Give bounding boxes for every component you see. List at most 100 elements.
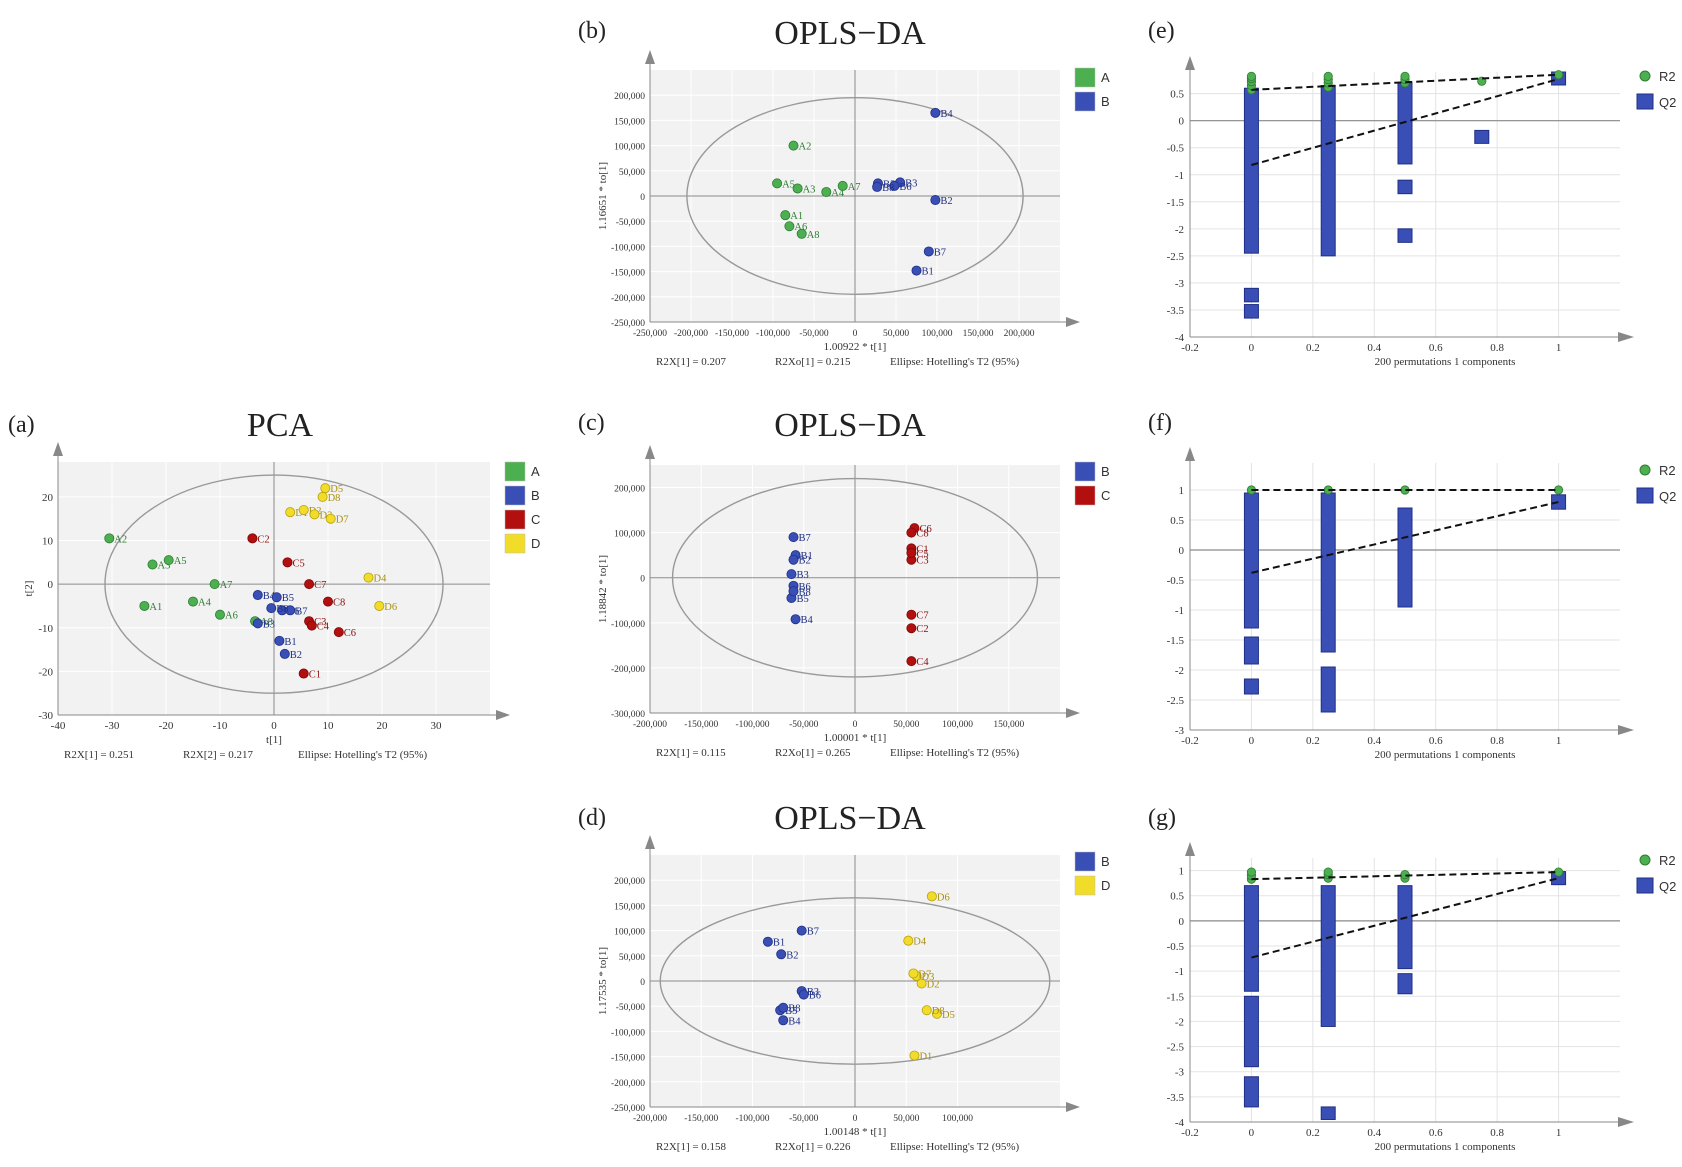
legend: R2 Q2 [1636,69,1676,110]
point-B5 [271,592,282,603]
point-A1 [139,600,150,611]
x-tick-label: 0.2 [1306,342,1320,354]
panel-label: (g) [1148,805,1176,831]
point-label-D4: D4 [374,574,388,585]
y-tick-label: 0 [48,579,54,591]
y-tick-label: -2 [1175,1016,1184,1028]
x-axis-label: t[1] [266,734,282,746]
q2-marker [1397,973,1413,995]
y-tick-label: -50,000 [616,1003,646,1013]
footer-stat: R2X[1] = 0.207 [656,356,727,368]
q2-marker [1320,492,1336,653]
hotelling-ellipse [104,474,444,694]
q2-marker [1397,179,1413,195]
point-label-B7: B7 [295,606,307,617]
q2-marker [1243,492,1259,629]
point-label-D3: D3 [320,510,333,521]
y-axis-arrow [53,442,63,456]
point-label-B6: B6 [899,182,911,193]
x-tick-label: -150,000 [715,329,749,339]
x-tick-label: 50,000 [893,720,919,730]
point-label-B4: B4 [263,591,276,602]
x-tick-label: 1 [1556,1127,1562,1139]
x-tick-label: 0.4 [1367,342,1381,354]
legend-item-R2: R2 [1639,853,1676,868]
point-A1 [780,210,791,221]
r2-marker [1246,71,1257,81]
x-axis-arrow [1066,708,1080,718]
point-label-D5: D5 [330,484,343,495]
legend-marker-q2 [1636,487,1654,504]
footer-stat: Ellipse: Hotelling's T2 (95%) [890,747,1020,759]
legend-swatch-D [504,533,526,554]
y-axis-arrow [1185,56,1195,70]
hotelling-ellipse [671,477,1039,678]
q2-marker [1243,678,1259,695]
y-tick-label: 100,000 [614,143,645,153]
y-tick-label: 0 [1179,116,1185,128]
y-tick-label: -250,000 [611,1104,645,1114]
point-D4 [903,935,914,946]
point-label-D8: D8 [932,1006,945,1017]
y-tick-label: -150,000 [611,269,645,279]
q2-points [1243,871,1567,1120]
legend-item-B: B [1074,91,1110,112]
y-axis-label: 1.18842 * to[1] [597,555,609,623]
footer-stat: Ellipse: Hotelling's T2 (95%) [890,356,1020,368]
point-label-B3: B3 [807,987,819,998]
r2-marker [1323,867,1333,877]
y-tick-label: 200,000 [614,485,645,495]
point-C2 [247,533,258,544]
point-A2 [788,140,799,151]
y-tick-label: -2.5 [1167,1042,1185,1054]
footer-stat: Ellipse: Hotelling's T2 (95%) [890,1141,1020,1153]
y-tick-label: -100,000 [611,243,645,253]
y-tick-label: 20 [42,492,54,504]
point-C7 [906,609,917,620]
point-D1 [285,507,296,518]
x-axis-arrow [1618,332,1634,342]
x-tick-label: 0.6 [1429,1127,1443,1139]
y-tick-label: 1 [1179,485,1185,497]
panel-b: (b) OPLS−DA -250,000 -200,000 -150,000 -100,0… [578,15,1110,368]
x-tick-label: 0.4 [1367,735,1381,747]
x-tick-label: 30 [431,720,443,732]
point-label-A6: A6 [225,611,238,622]
y-tick-label: -1 [1175,966,1184,978]
y-tick-label: -2 [1175,665,1184,677]
point-label-A4: A4 [198,598,212,609]
panel-g: (g) -0.2 0 0.2 0.4 0.6 0.8 1 -4 -3.5 -3 -2.5 -2 -1.5 -… [1148,805,1676,1153]
y-tick-label: -4 [1175,332,1185,344]
x-axis-label: 1.00922 * t[1] [824,341,887,353]
legend: R2 Q2 [1636,853,1676,894]
point-D4 [363,572,374,583]
y-tick-label: -300,000 [611,710,645,720]
x-tick-label: -200,000 [633,720,667,730]
point-label-C5: C5 [293,558,305,569]
y-tick-label: -2 [1175,224,1184,236]
point-D2 [916,978,927,989]
point-label-C1: C1 [309,670,321,681]
point-label-D1: D1 [919,1052,932,1063]
y-tick-label: 50,000 [619,953,645,963]
x-tick-label: -200,000 [674,329,708,339]
x-tick-label: 0 [1249,342,1255,354]
point-label-B5: B5 [796,594,808,605]
point-A8 [796,228,807,239]
r2-regression-line [1251,73,1559,91]
x-tick-label: -50,000 [789,720,819,730]
legend-item-C: C [504,509,540,530]
point-A6 [784,221,795,232]
point-label-C8: C8 [916,529,928,540]
legend-label-B: B [1101,464,1110,479]
x-axis-label: 1.00148 * t[1] [824,1126,887,1138]
legend: R2 Q2 [1636,463,1676,504]
legend-swatch-B [1074,461,1096,482]
y-tick-label: 150,000 [614,902,645,912]
point-B4 [790,614,801,625]
y-tick-label: 50,000 [619,168,645,178]
point-label-B8: B8 [882,183,894,194]
y-tick-label: -1 [1175,605,1184,617]
point-label-B5: B5 [883,179,895,190]
